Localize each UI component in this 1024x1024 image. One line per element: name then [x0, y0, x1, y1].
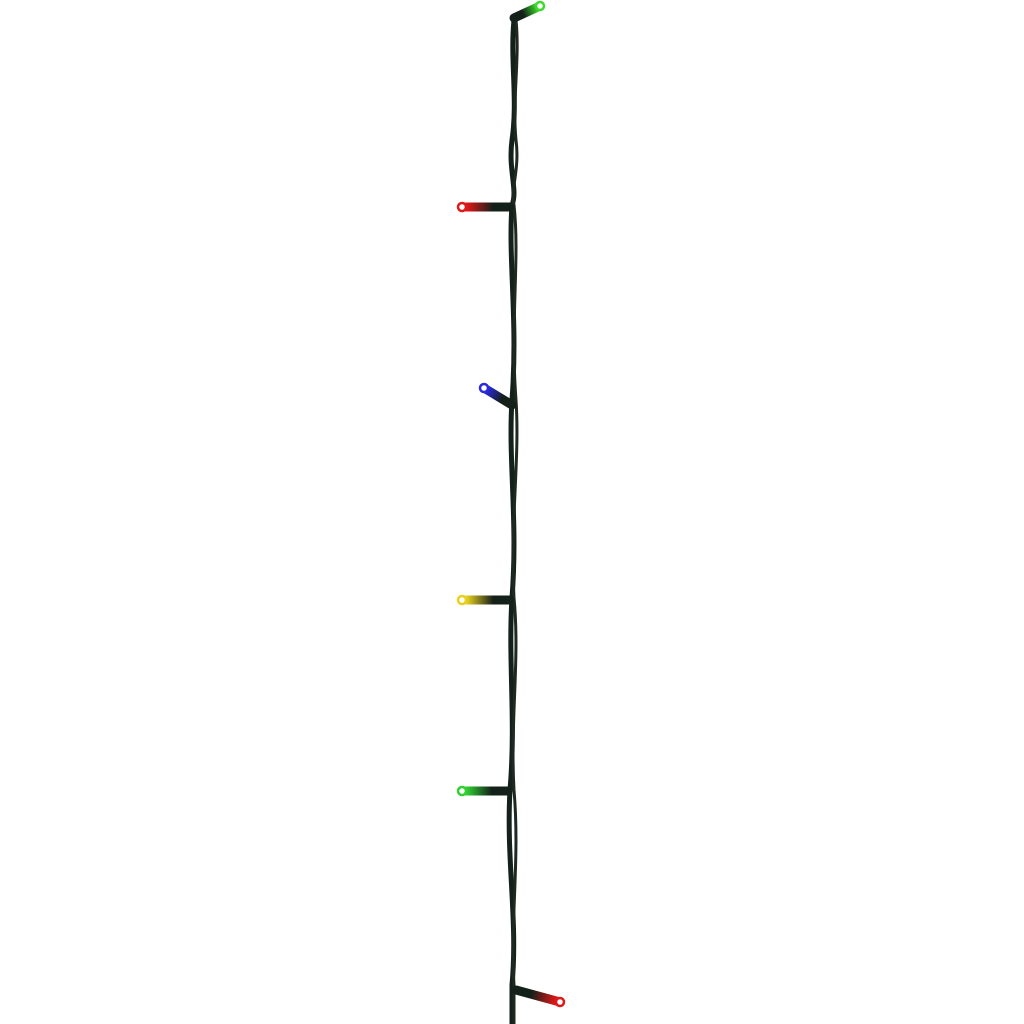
bulb-lens: [456, 594, 468, 606]
wire: [506, 19, 517, 1024]
bulb-lens: [456, 201, 468, 213]
bulb-red: [511, 985, 566, 1008]
bulb-green: [509, 0, 546, 23]
bulb-socket: [511, 985, 565, 1007]
bulb-blue: [478, 382, 517, 410]
bulb-socket: [479, 383, 517, 410]
bulb-green: [456, 785, 513, 797]
bulb-lens: [478, 382, 490, 394]
bulb-red: [456, 201, 515, 213]
bulb-yellow: [456, 594, 515, 606]
bulb-lens: [534, 0, 546, 12]
bulb-lens: [456, 785, 468, 797]
bulb-lens: [554, 996, 566, 1008]
